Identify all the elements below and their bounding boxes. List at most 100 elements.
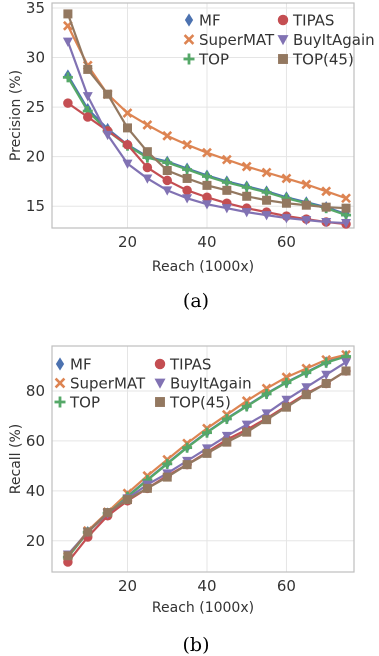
legend-marker-tipas bbox=[277, 14, 289, 26]
legend-label-top: TOP bbox=[69, 394, 100, 412]
data-point-supermat bbox=[261, 167, 272, 178]
data-point-supermat bbox=[182, 139, 193, 150]
y-tick-label: 40 bbox=[26, 482, 45, 500]
data-point-top bbox=[162, 157, 173, 168]
data-point-buyitagain bbox=[261, 211, 272, 221]
legend-marker-buyitagain bbox=[277, 35, 289, 46]
data-point-supermat bbox=[341, 193, 351, 204]
data-point-supermat bbox=[281, 372, 292, 383]
figure-caption: (b) bbox=[183, 634, 210, 656]
data-point-top-45 bbox=[301, 200, 311, 210]
legend-marker-mf bbox=[55, 357, 65, 371]
data-point-top bbox=[201, 171, 212, 182]
legend-marker-tipas bbox=[154, 358, 166, 370]
data-point-buyitagain bbox=[122, 159, 133, 169]
data-point-top-45 bbox=[321, 202, 331, 212]
data-point-top-45 bbox=[63, 9, 73, 19]
legend-label-top-45: TOP(45) bbox=[169, 394, 231, 412]
data-point-top bbox=[62, 72, 73, 83]
y-tick-label: 30 bbox=[26, 49, 45, 67]
data-point-top-45 bbox=[242, 191, 252, 201]
data-point-tipas bbox=[202, 192, 212, 203]
data-point-top-45 bbox=[262, 415, 272, 425]
x-axis-label: Reach (1000x) bbox=[152, 259, 254, 275]
data-point-top bbox=[162, 458, 173, 469]
data-point-top-45 bbox=[162, 166, 172, 176]
data-point-top bbox=[241, 182, 252, 193]
data-point-top-45 bbox=[182, 460, 192, 470]
legend-label-supermat: SuperMAT bbox=[199, 31, 275, 49]
data-point-buyitagain bbox=[62, 37, 73, 47]
data-point-top-45 bbox=[281, 402, 291, 412]
legend-label-mf: MF bbox=[70, 356, 92, 374]
data-point-top-45 bbox=[142, 483, 152, 493]
data-point-buyitagain bbox=[162, 186, 173, 196]
data-point-top bbox=[201, 427, 212, 438]
data-point-buyitagain bbox=[261, 409, 272, 419]
axes-frame bbox=[51, 2, 355, 229]
data-point-top-45 bbox=[341, 203, 351, 213]
data-point-tipas bbox=[83, 112, 93, 122]
legend-label-supermat: SuperMAT bbox=[70, 375, 146, 393]
data-point-supermat bbox=[202, 147, 212, 158]
data-point-top-45 bbox=[301, 390, 311, 400]
data-point-top bbox=[301, 367, 312, 378]
data-point-buyitagain bbox=[241, 208, 252, 218]
data-point-buyitagain bbox=[301, 216, 312, 226]
data-point-buyitagain bbox=[281, 395, 292, 405]
data-point-top bbox=[261, 388, 272, 399]
data-point-top-45 bbox=[262, 195, 272, 205]
x-tick-label: 60 bbox=[277, 233, 296, 251]
data-point-top-45 bbox=[341, 366, 351, 376]
legend-label-mf: MF bbox=[199, 12, 221, 30]
data-point-buyitagain bbox=[142, 174, 153, 184]
legend-label-top-45: TOP(45) bbox=[292, 51, 354, 69]
data-point-supermat bbox=[221, 154, 232, 165]
data-point-tipas bbox=[122, 139, 133, 150]
data-point-supermat bbox=[241, 161, 252, 172]
data-point-top bbox=[321, 357, 332, 368]
y-tick-label: 25 bbox=[26, 98, 45, 116]
data-point-top bbox=[182, 442, 193, 453]
x-tick-label: 40 bbox=[197, 577, 216, 595]
data-point-top-45 bbox=[202, 180, 212, 190]
data-point-supermat bbox=[261, 383, 272, 394]
data-point-supermat bbox=[321, 186, 332, 197]
data-point-buyitagain bbox=[321, 218, 332, 228]
data-point-top-45 bbox=[103, 89, 113, 99]
figure-caption: (a) bbox=[183, 290, 209, 312]
legend-marker-buyitagain bbox=[154, 378, 166, 389]
x-tick-label: 20 bbox=[118, 577, 137, 595]
data-point-top-45 bbox=[123, 123, 132, 133]
y-tick-label: 80 bbox=[26, 382, 45, 400]
legend-label-buyitagain: BuyItAgain bbox=[170, 375, 252, 393]
y-tick-label: 20 bbox=[26, 148, 45, 166]
data-point-top-45 bbox=[321, 378, 331, 388]
data-point-top-45 bbox=[281, 198, 291, 208]
data-point-top-45 bbox=[63, 551, 73, 561]
data-point-top-45 bbox=[222, 437, 232, 447]
y-tick-label: 20 bbox=[26, 532, 45, 550]
data-point-tipas bbox=[182, 185, 192, 196]
legend-marker-top-45 bbox=[155, 397, 165, 407]
legend-label-top: TOP bbox=[198, 51, 229, 69]
y-tick-label: 60 bbox=[26, 432, 45, 450]
data-point-tipas bbox=[162, 175, 172, 186]
data-point-top bbox=[221, 413, 232, 424]
x-axis-label: Reach (1000x) bbox=[152, 600, 254, 616]
data-point-buyitagain bbox=[201, 200, 212, 210]
legend-label-buyitagain: BuyItAgain bbox=[293, 31, 375, 49]
data-point-top-45 bbox=[222, 185, 232, 195]
legend-label-tipas: TIPAS bbox=[169, 356, 211, 374]
data-point-buyitagain bbox=[281, 214, 292, 224]
data-point-top bbox=[281, 377, 292, 388]
data-point-supermat bbox=[122, 108, 133, 118]
y-axis-label: Recall (%) bbox=[8, 424, 24, 494]
data-point-buyitagain bbox=[182, 194, 193, 204]
legend-marker-top-45 bbox=[278, 54, 288, 64]
data-point-top-45 bbox=[83, 527, 93, 537]
recall-chart: 20 40 60 20 40 60 80 Reach (1000x) Recall (%) (b)… bbox=[8, 345, 355, 656]
precision-chart: 20 40 60 15 20 25 30 35 Reach (1000x) Precision (… bbox=[8, 0, 375, 312]
